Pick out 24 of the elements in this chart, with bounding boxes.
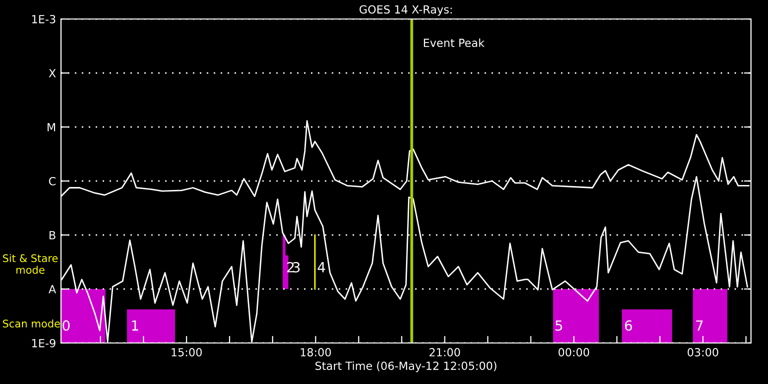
- text: Sit & Stare mode: [2, 254, 58, 274]
- chart-title: GOES 14 X-Rays:: [360, 5, 452, 16]
- y-tick-label: 1E-9: [32, 338, 56, 348]
- annotation: 5: [556, 320, 562, 331]
- y-tick-label: 1E-3: [32, 14, 56, 24]
- y-tick-label: C: [49, 176, 56, 186]
- y-tick-label: B: [50, 231, 56, 240]
- x-tick-label: 21:00: [430, 348, 460, 356]
- y-tick-label: M: [48, 123, 56, 132]
- ref-line-label: Event Peak: [424, 38, 485, 48]
- annotation: 7: [696, 320, 703, 331]
- annotation: 3: [293, 262, 300, 272]
- annotation: 4: [318, 262, 326, 272]
- annotation: 0: [62, 320, 70, 331]
- x-tick-label: 03:00: [688, 348, 718, 356]
- annotation: 1: [132, 320, 138, 331]
- y-tick-label: A: [48, 285, 56, 294]
- y-tick-label: X: [48, 69, 56, 78]
- text: Scan mode: [2, 319, 60, 328]
- x-axis-title: Start Time (06-May-12 12:05:00): [315, 361, 496, 372]
- x-tick-label: 00:00: [558, 348, 590, 356]
- x-tick-label: 18:00: [300, 348, 331, 356]
- x-tick-label: 15:00: [172, 348, 202, 356]
- annotation: 6: [625, 320, 632, 331]
